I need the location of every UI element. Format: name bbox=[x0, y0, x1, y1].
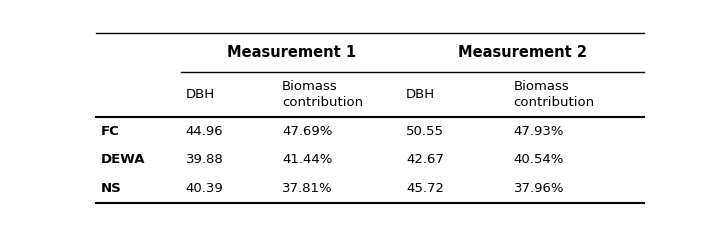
Text: NS: NS bbox=[100, 182, 121, 195]
Text: 41.44%: 41.44% bbox=[282, 153, 333, 166]
Text: 40.39: 40.39 bbox=[186, 182, 224, 195]
Text: 44.96: 44.96 bbox=[186, 125, 223, 138]
Text: Measurement 1: Measurement 1 bbox=[227, 45, 356, 60]
Text: DBH: DBH bbox=[186, 88, 215, 101]
Text: 37.96%: 37.96% bbox=[513, 182, 564, 195]
Text: 45.72: 45.72 bbox=[406, 182, 444, 195]
Text: DBH: DBH bbox=[406, 88, 435, 101]
Text: Biomass
contribution: Biomass contribution bbox=[282, 80, 363, 109]
Text: 37.81%: 37.81% bbox=[282, 182, 333, 195]
Text: Measurement 2: Measurement 2 bbox=[458, 45, 588, 60]
Text: FC: FC bbox=[100, 125, 119, 138]
Text: Biomass
contribution: Biomass contribution bbox=[513, 80, 595, 109]
Text: 47.69%: 47.69% bbox=[282, 125, 333, 138]
Text: DEWA: DEWA bbox=[100, 153, 145, 166]
Text: 40.54%: 40.54% bbox=[513, 153, 564, 166]
Text: 47.93%: 47.93% bbox=[513, 125, 564, 138]
Text: 39.88: 39.88 bbox=[186, 153, 224, 166]
Text: 42.67: 42.67 bbox=[406, 153, 444, 166]
Text: 50.55: 50.55 bbox=[406, 125, 444, 138]
